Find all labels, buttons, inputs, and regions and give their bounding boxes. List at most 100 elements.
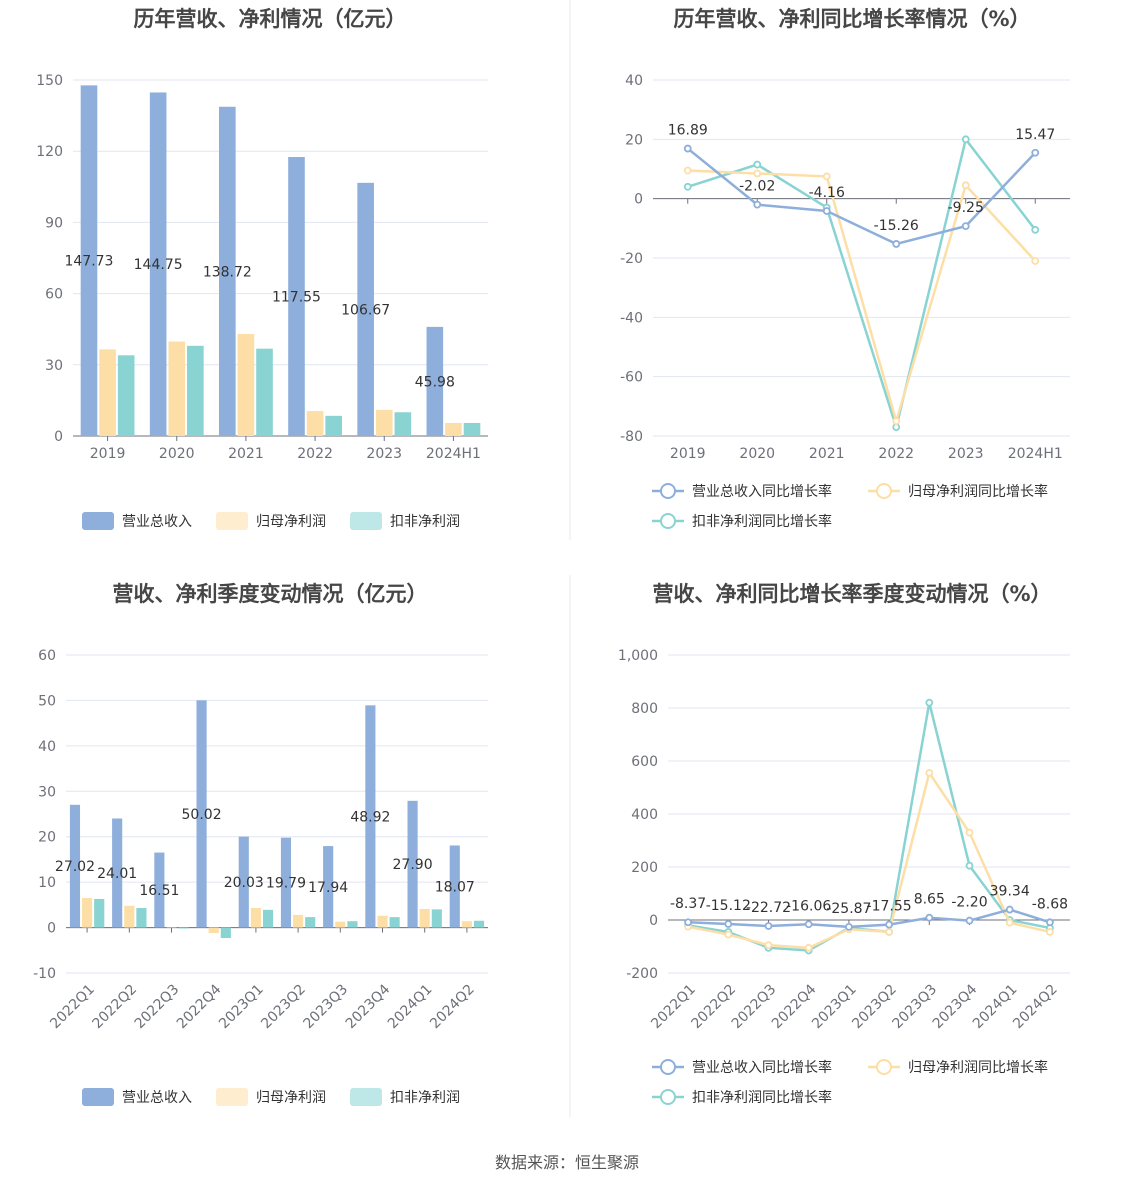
bar-deducted-profit (117, 355, 135, 436)
data-point (724, 920, 733, 928)
data-label: 15.47 (1015, 127, 1055, 143)
x-tick-label: 2022Q1 (47, 982, 98, 1033)
y-tick-label: -10 (33, 966, 56, 982)
bar-net-profit (445, 422, 462, 436)
x-tick-label: 2022Q4 (174, 981, 225, 1032)
x-tick-label: 2019 (670, 446, 706, 462)
bar-net-profit (99, 349, 116, 436)
y-tick-label: -20 (620, 251, 643, 267)
data-point (683, 166, 692, 175)
x-tick-label: 2019 (90, 446, 126, 462)
chart-3: 营收、净利季度变动情况（亿元）6050403020100-102022Q1202… (33, 582, 488, 1106)
chart-title: 历年营收、净利情况（亿元） (134, 7, 407, 31)
data-label: 117.55 (272, 290, 321, 306)
data-point (683, 144, 692, 153)
data-point (892, 240, 901, 248)
x-tick-label: 2021 (809, 446, 845, 462)
y-tick-label: 200 (631, 860, 658, 876)
series-line (687, 769, 1051, 950)
legend-swatch-marker (660, 1089, 676, 1105)
y-tick-label: 120 (36, 144, 63, 160)
y-tick-label: 60 (45, 287, 63, 303)
y-tick-label: 0 (649, 913, 658, 929)
legend-swatch (216, 512, 248, 530)
y-tick-label: 40 (38, 739, 56, 755)
data-label: -9.25 (948, 200, 984, 216)
data-label: -2.20 (951, 895, 987, 911)
y-tick-label: -80 (620, 429, 643, 445)
data-point (724, 930, 733, 939)
bar-revenue (80, 85, 98, 437)
bar-net-profit (166, 927, 177, 928)
bar-deducted-profit (187, 345, 204, 436)
series-line (687, 169, 1037, 426)
chart-title: 营收、净利同比增长率季度变动情况（%） (652, 582, 1051, 606)
data-point (753, 169, 762, 178)
bar-net-profit (461, 921, 472, 928)
bar-net-profit (293, 914, 304, 928)
y-tick-label: 0 (47, 921, 56, 937)
x-tick-label: 2021 (228, 446, 264, 462)
bar-deducted-profit (431, 909, 442, 928)
bar-revenue (357, 182, 374, 436)
x-tick-label: 2023 (366, 446, 402, 462)
y-tick-label: -40 (620, 310, 643, 326)
data-label: 106.67 (341, 302, 390, 318)
data-point (1031, 148, 1040, 157)
legend-swatch (82, 512, 114, 530)
bar-revenue (407, 800, 418, 928)
x-tick-label: 2024Q2 (1010, 982, 1061, 1033)
chart-1: 历年营收、净利情况（亿元） 150 120 90 60 30 0 2019 2020 2021 20… (36, 7, 488, 530)
bar-deducted-profit (220, 927, 231, 939)
data-label: 39.34 (990, 884, 1030, 900)
chart-title: 历年营收、净利同比增长率情况（%） (673, 7, 1030, 31)
bar-revenue (238, 836, 249, 928)
bar-deducted-profit (463, 422, 481, 436)
x-tick-label: 2023Q4 (343, 981, 394, 1032)
bar-net-profit (335, 921, 346, 928)
legend-swatch-marker (660, 513, 676, 529)
data-point (753, 160, 762, 169)
data-point (885, 920, 893, 929)
bar-revenue (426, 326, 444, 436)
data-label: -16.06 (786, 898, 831, 914)
x-tick-label: 2023 (948, 446, 984, 462)
data-point (1031, 257, 1040, 265)
legend-label: 营业总收入同比增长率 (692, 1059, 832, 1076)
bar-revenue (449, 845, 460, 928)
bar-net-profit (168, 341, 186, 436)
y-tick-label: 0 (634, 192, 643, 208)
x-tick-label: 2023Q3 (301, 982, 352, 1033)
chart-2: 历年营收、净利同比增长率情况（%） 40 20 0 -20 -40 -60 -80 2019 20… (620, 7, 1070, 530)
data-label: 27.90 (393, 857, 433, 873)
bar-net-profit (124, 905, 135, 928)
data-label: -25.87 (826, 901, 871, 917)
bar-deducted-profit (262, 909, 274, 928)
data-label: 147.73 (64, 254, 113, 270)
x-tick-label: 2024H1 (1008, 446, 1063, 462)
bar-deducted-profit (178, 927, 189, 929)
data-point (961, 135, 970, 144)
source-note: 数据来源：恒生聚源 (495, 1153, 639, 1172)
legend: 营业总收入 归母净利润 扣非净利润 (82, 1088, 460, 1106)
bar-deducted-profit (394, 412, 412, 436)
data-label: 45.98 (415, 374, 455, 390)
bar-revenue (149, 92, 167, 437)
x-tick-label: 2022 (878, 446, 914, 462)
legend-swatch-marker (660, 1059, 676, 1075)
data-label: -2.02 (739, 179, 775, 195)
legend-label: 归母净利润 (256, 1089, 326, 1106)
series-line (686, 147, 1037, 246)
data-label: -17.55 (867, 899, 912, 915)
y-tick-label: -200 (626, 966, 658, 982)
data-point (925, 769, 934, 777)
y-tick-label: 50 (38, 693, 56, 709)
x-tick-label: 2023Q2 (258, 982, 309, 1033)
data-label: -8.68 (1032, 896, 1068, 912)
legend-swatch-marker (876, 483, 892, 499)
legend-label: 扣非净利润同比增长率 (692, 513, 832, 530)
data-label: 20.03 (224, 875, 264, 891)
data-label: 24.01 (97, 866, 137, 882)
y-tick-label: 150 (36, 73, 63, 89)
